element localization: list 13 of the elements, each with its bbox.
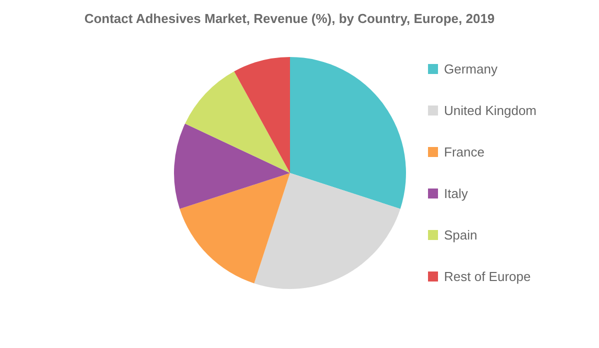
pie-slice — [180, 173, 290, 284]
legend-label: Rest of Europe — [444, 269, 531, 284]
legend-label: United Kingdom — [444, 103, 536, 118]
legend-label: Italy — [444, 186, 468, 201]
pie-slice — [234, 57, 290, 173]
pie-slice — [290, 57, 406, 209]
legend-label: France — [444, 144, 484, 160]
pie-slice — [254, 173, 400, 289]
legend-label: Germany — [444, 62, 498, 76]
pie-slice — [174, 124, 290, 209]
chart-title: Contact Adhesives Market, Revenue (%), by Country, Europe, 2019 — [84, 11, 495, 26]
legend-label: Spain — [444, 228, 478, 242]
pie-slice — [185, 71, 290, 173]
